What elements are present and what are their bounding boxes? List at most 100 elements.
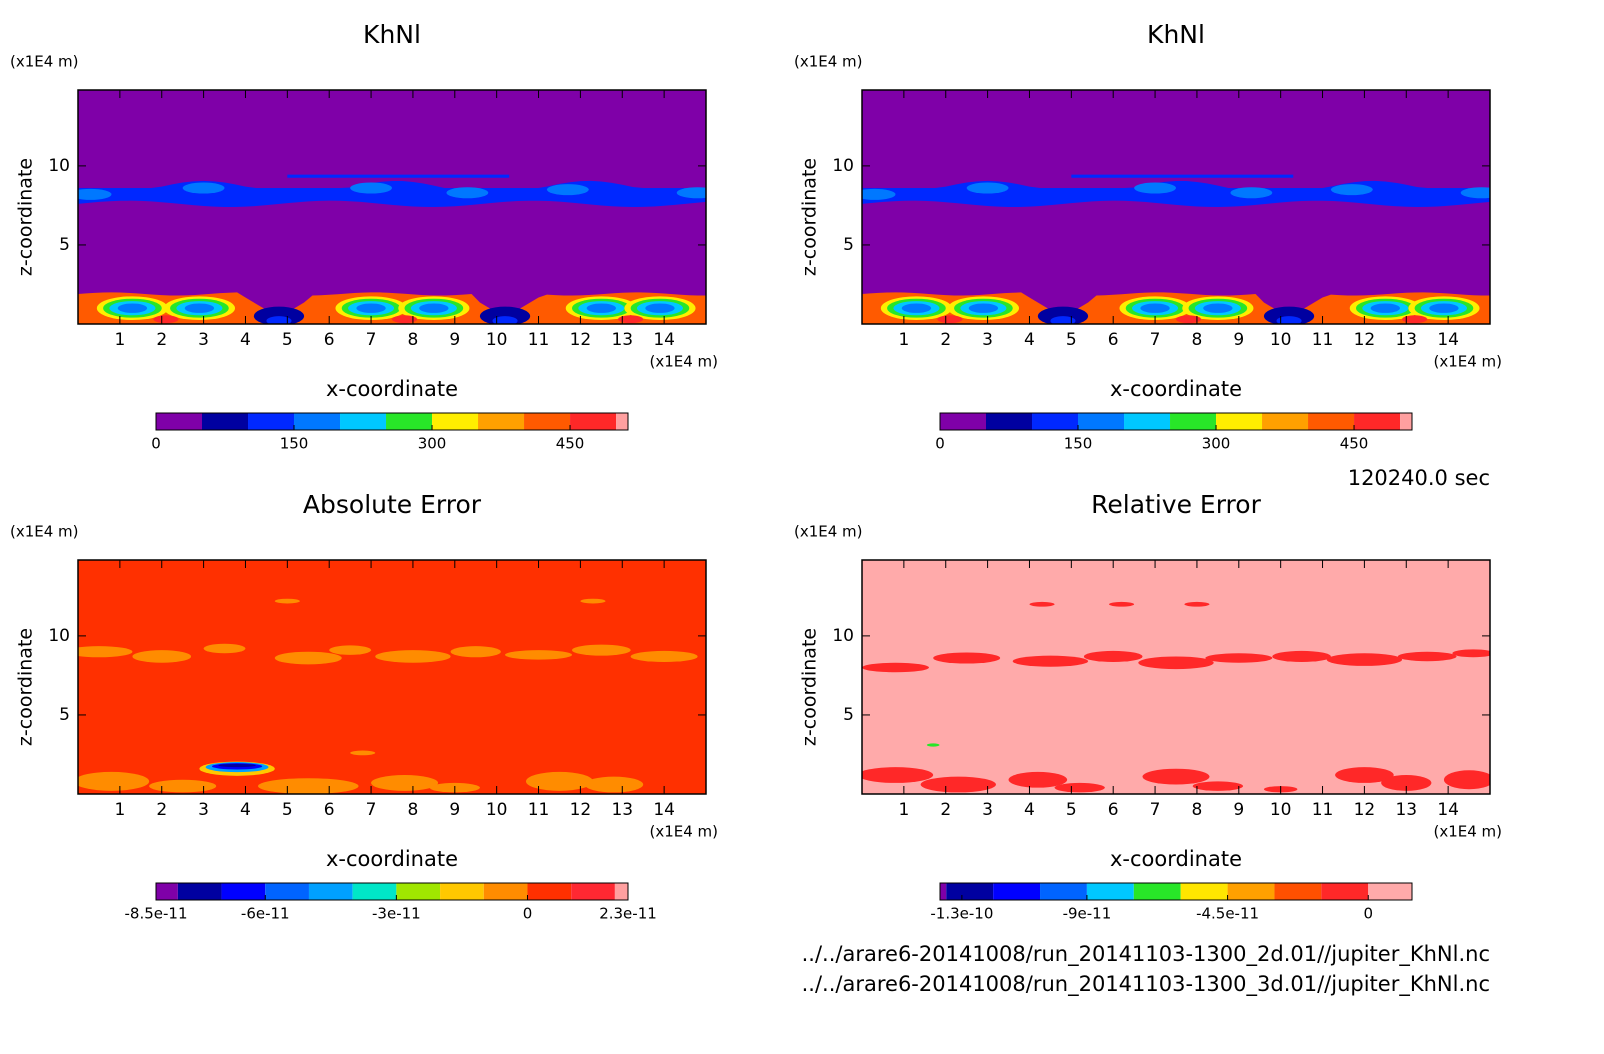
colorbar-segment: [352, 883, 397, 900]
contour-region: [492, 316, 518, 324]
contour-region: [584, 776, 644, 793]
panel-title: Relative Error: [1091, 490, 1261, 519]
contour-region: [266, 316, 292, 324]
colorbar-frame: [939, 882, 1413, 901]
contour-region: [1276, 316, 1302, 324]
contour-region: [419, 303, 449, 313]
contour-region: [862, 188, 896, 200]
contour-region: [203, 643, 246, 654]
colorbar-segment: [1262, 413, 1309, 430]
colorbar-segment: [940, 883, 947, 900]
colorbar-tick-label: -6e-11: [241, 905, 290, 923]
contour-region: [371, 775, 439, 791]
contour-region: [182, 182, 225, 194]
x-unit: (x1E4 m): [1433, 353, 1502, 371]
file-label: ../../arare6-20141008/run_20141103-1300_…: [802, 942, 1490, 967]
colorbar-segment: [202, 413, 249, 430]
contour-region: [1452, 649, 1490, 658]
x-tick-label: 5: [1066, 800, 1077, 820]
colorbar-segment: [946, 883, 994, 900]
contour-region: [645, 303, 675, 313]
contour-region: [1230, 187, 1273, 199]
colorbar-segment: [1354, 413, 1401, 430]
x-tick-label: 2: [940, 330, 951, 350]
contour-region: [1071, 174, 1294, 178]
y-unit: (x1E4 m): [794, 523, 863, 541]
y-axis-label: z-coordinate: [799, 628, 821, 746]
contour-region: [350, 182, 393, 194]
x-tick-label: 2: [156, 800, 167, 820]
contour-region: [968, 303, 999, 313]
contour-field: [78, 560, 706, 794]
contour-region: [1012, 655, 1089, 667]
contour-region: [618, 315, 644, 324]
contour-region: [287, 174, 510, 178]
colorbar-segment: [1368, 883, 1412, 900]
contour-region: [505, 650, 573, 660]
colorbar-segment: [1086, 883, 1134, 900]
panel-title: KhNl: [363, 20, 421, 49]
x-tick-label: 13: [611, 330, 633, 350]
colorbar-segment: [248, 413, 295, 430]
contour-region: [1008, 771, 1068, 788]
x-tick-label: 4: [240, 330, 251, 350]
colorbar-segment: [440, 883, 484, 900]
x-tick-label: 1: [114, 800, 125, 820]
colorbar-segment: [993, 883, 1041, 900]
colorbar-tick-label: 300: [1202, 435, 1231, 453]
contour-region: [450, 646, 501, 658]
contour-region: [149, 779, 217, 793]
x-tick-label: 4: [1024, 800, 1035, 820]
x-tick-label: 5: [1066, 330, 1077, 350]
colorbar-segment: [1124, 413, 1171, 430]
y-tick-label: 5: [59, 705, 70, 725]
colorbar-tick-label: 0: [151, 435, 161, 453]
y-tick-label: 10: [48, 156, 70, 176]
contour-region: [676, 187, 706, 199]
x-tick-label: 6: [324, 800, 335, 820]
contour-region: [1381, 775, 1432, 791]
x-tick-label: 10: [1270, 330, 1292, 350]
contour-region: [1326, 653, 1403, 666]
contour-field: [862, 560, 1490, 794]
y-tick-label: 5: [843, 705, 854, 725]
contour-region: [525, 771, 593, 791]
colorbar-frame: [939, 412, 1413, 431]
colorbar-segment: [1227, 883, 1275, 900]
x-axis-label: x-coordinate: [1110, 847, 1242, 871]
colorbar-tick-label: -9e-11: [1063, 905, 1112, 923]
contour-region: [1192, 781, 1243, 791]
contour-region: [966, 182, 1009, 194]
x-tick-label: 3: [982, 330, 993, 350]
colorbar-tick-label: -4.5e-11: [1196, 905, 1259, 923]
contour-field: [862, 90, 1490, 324]
colorbar-segment: [386, 413, 433, 430]
x-tick-label: 3: [198, 800, 209, 820]
contour-region: [1184, 601, 1210, 607]
contour-region: [630, 650, 698, 662]
colorbar-tick-label: 0: [935, 435, 945, 453]
colorbar-segment: [156, 883, 178, 900]
x-axis-label: x-coordinate: [1110, 377, 1242, 401]
colorbar-segment: [524, 413, 571, 430]
contour-region: [1443, 770, 1490, 790]
contour-region: [1335, 767, 1394, 783]
contour-region: [901, 303, 932, 313]
contour-field: [78, 90, 706, 324]
x-tick-label: 6: [324, 330, 335, 350]
colorbar-segment: [986, 413, 1033, 430]
x-tick-label: 6: [1108, 330, 1119, 350]
contour-region: [1272, 650, 1331, 662]
contour-region: [933, 652, 1001, 664]
contour-region: [1142, 768, 1210, 785]
contour-region: [1134, 182, 1176, 194]
colorbar-segment: [1274, 883, 1322, 900]
y-tick-label: 10: [832, 626, 854, 646]
x-tick-label: 6: [1108, 800, 1119, 820]
x-unit: (x1E4 m): [649, 823, 718, 841]
colorbar-tick-label: 450: [1340, 435, 1369, 453]
contour-region: [1263, 306, 1315, 324]
plot-frame: [861, 559, 1491, 795]
contour-region: [153, 315, 179, 324]
colorbar-segment: [614, 883, 628, 900]
